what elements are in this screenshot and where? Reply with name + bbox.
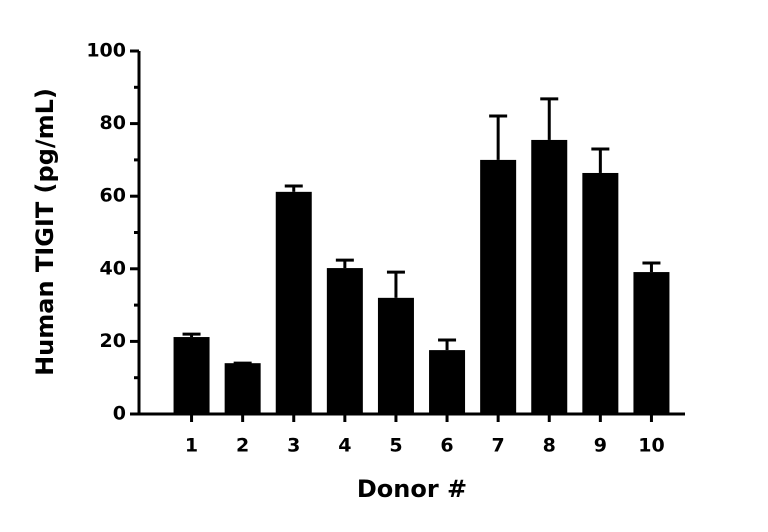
y-tick-label: 40 <box>100 257 126 279</box>
x-axis-label: Donor # <box>357 475 467 503</box>
bar <box>633 272 670 414</box>
x-tick-label: 4 <box>338 435 351 457</box>
bar <box>377 297 414 414</box>
bar <box>275 191 312 414</box>
y-tick-label: 20 <box>100 330 126 352</box>
bar <box>480 159 517 414</box>
y-tick-label: 100 <box>86 40 126 62</box>
bar <box>531 139 568 414</box>
x-tick-label: 8 <box>543 435 556 457</box>
x-tick-label: 5 <box>389 435 402 457</box>
bar <box>173 337 210 414</box>
bar <box>326 268 363 414</box>
y-tick-label: 80 <box>100 112 126 134</box>
x-tick-label: 10 <box>638 435 664 457</box>
bar <box>582 172 619 414</box>
y-axis-label: Human TIGIT (pg/mL) <box>31 88 59 376</box>
bar <box>429 350 466 414</box>
x-tick-label: 1 <box>185 435 198 457</box>
x-tick-label: 2 <box>236 435 249 457</box>
x-tick-label: 7 <box>492 435 505 457</box>
bar <box>224 363 261 414</box>
x-tick-label: 3 <box>287 435 300 457</box>
x-tick-label: 6 <box>440 435 453 457</box>
x-tick-label: 9 <box>594 435 607 457</box>
y-tick-label: 0 <box>113 403 126 425</box>
y-tick-label: 60 <box>100 185 126 207</box>
